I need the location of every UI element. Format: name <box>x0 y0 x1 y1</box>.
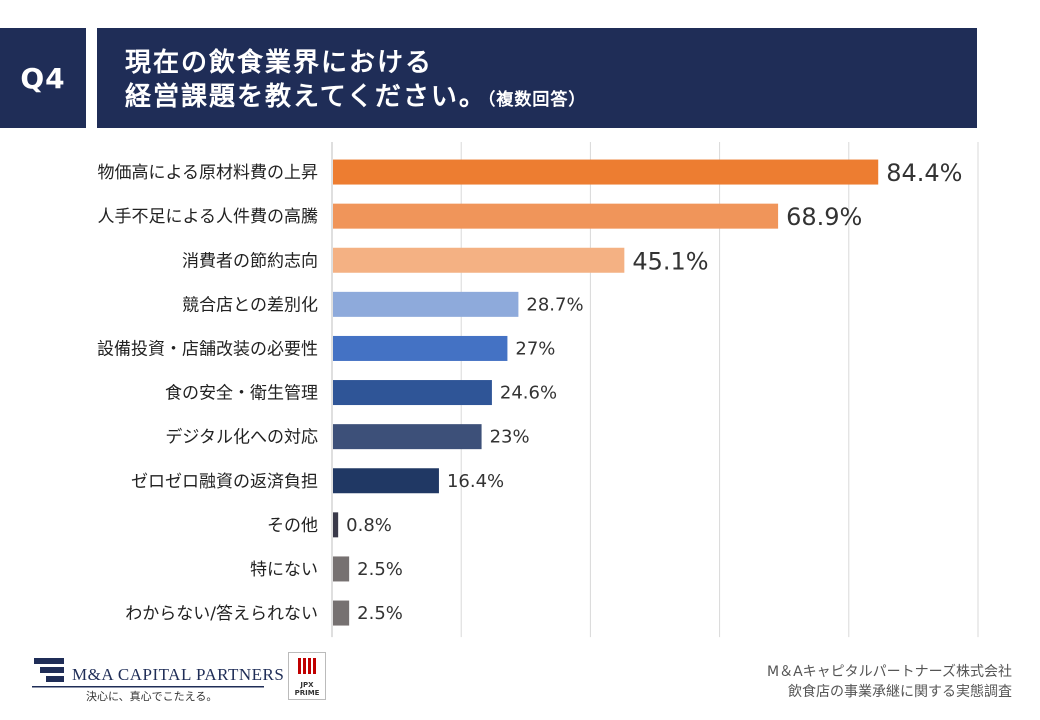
bar <box>333 291 519 317</box>
category-label: 消費者の節約志向 <box>182 251 318 271</box>
value-label: 16.4% <box>447 471 504 492</box>
prime-label: PRIME <box>294 689 320 697</box>
title-banner: 現在の飲食業界における 経営課題を教えてください。（複数回答） <box>97 28 977 128</box>
footer-company: M＆Aキャピタルパートナーズ株式会社 <box>767 664 1012 680</box>
value-label: 2.5% <box>357 559 403 580</box>
value-label: 28.7% <box>526 294 583 315</box>
bar <box>333 468 439 494</box>
company-logo-icon <box>32 658 264 688</box>
brand-name: M&A CAPITAL PARTNERS <box>72 665 285 684</box>
category-label: 特にない <box>250 560 318 580</box>
bar <box>333 159 879 185</box>
category-label: 食の安全・衛生管理 <box>165 384 318 404</box>
category-label: わからない/答えられない <box>125 604 318 624</box>
chart-bars: 物価高による原材料費の上昇 84.4% 人手不足による人件費の高騰 68.9% 消費者の… <box>97 159 962 626</box>
value-label: 0.8% <box>346 515 392 536</box>
title-note: （複数回答） <box>486 90 587 110</box>
category-label: 人手不足による人件費の高騰 <box>98 207 319 227</box>
bar <box>333 247 625 273</box>
bar-chart: 物価高による原材料費の上昇 84.4% 人手不足による人件費の高騰 68.9% 消費者の… <box>97 142 979 638</box>
category-label: ゼロゼロ融資の返済負担 <box>131 472 318 492</box>
title-line-2-text: 経営課題を教えてください。 <box>125 82 487 112</box>
category-label: 物価高による原材料費の上昇 <box>98 163 319 183</box>
category-label: その他 <box>267 516 318 536</box>
category-label: 競合店との差別化 <box>182 295 318 315</box>
bar <box>333 335 508 361</box>
brand-tagline: 決心に、真心でこたえる。 <box>86 690 218 703</box>
value-label: 23% <box>490 427 530 448</box>
bar <box>333 424 482 450</box>
jpx-label: JPX <box>300 681 314 689</box>
value-label: 68.9% <box>786 203 862 231</box>
bar <box>333 380 492 406</box>
bar <box>333 600 350 626</box>
value-label: 84.4% <box>886 159 962 187</box>
value-label: 24.6% <box>500 383 557 404</box>
bar <box>333 512 339 538</box>
title-line-2: 経営課題を教えてください。（複数回答） <box>125 80 977 117</box>
footer-survey: 飲食店の事業承継に関する実態調査 <box>788 684 1012 700</box>
footer-source: M＆Aキャピタルパートナーズ株式会社 飲食店の事業承継に関する実態調査 <box>767 662 1012 702</box>
jpx-prime-icon <box>288 652 326 700</box>
jpx-text: JPX PRIME <box>288 681 326 697</box>
bar <box>333 556 350 582</box>
value-label: 45.1% <box>632 247 708 275</box>
value-label: 27% <box>515 338 555 359</box>
title-line-1: 現在の飲食業界における <box>125 48 434 78</box>
question-label: Q4 <box>0 28 86 128</box>
category-label: デジタル化への対応 <box>165 427 318 448</box>
bar <box>333 203 779 229</box>
value-label: 2.5% <box>357 603 403 624</box>
category-label: 設備投資・店舗改装の必要性 <box>97 339 318 359</box>
